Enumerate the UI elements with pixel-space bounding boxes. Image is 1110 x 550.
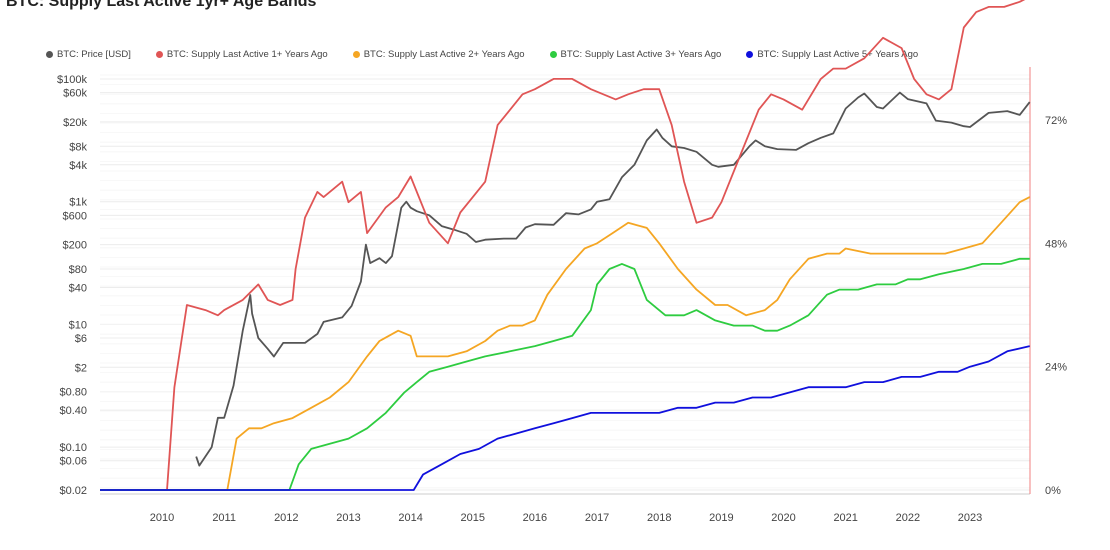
x-tick-label: 2012 <box>274 512 298 524</box>
y-left-tick-label: $80 <box>69 264 87 276</box>
series-line-btc-supply-last-active-1-years-ago <box>100 0 1026 491</box>
y-left-tick-label: $6 <box>75 333 87 345</box>
legend-marker-icon <box>746 51 754 58</box>
x-tick-label: 2011 <box>212 512 236 524</box>
legend-label: BTC: Supply Last Active 3+ Years Ago <box>560 49 722 60</box>
y-right-tick-label: 48% <box>1045 238 1067 250</box>
legend-label: BTC: Supply Last Active 1+ Years Ago <box>166 49 328 60</box>
y-right-tick-label: 0% <box>1045 485 1061 497</box>
chart-title: BTC: Supply Last Active 1yr+ Age Bands <box>6 0 317 10</box>
series-line-btc-supply-last-active-5-years-ago <box>100 345 1030 491</box>
x-tick-label: 2014 <box>398 512 422 524</box>
x-tick-label: 2022 <box>896 512 920 524</box>
x-tick-label: 2018 <box>647 512 671 524</box>
x-tick-label: 2016 <box>523 512 547 524</box>
series-line-btc-supply-last-active-2-years-ago <box>100 196 1031 491</box>
y-left-tick-label: $1k <box>69 197 87 209</box>
y-left-tick-label: $100k <box>57 74 87 86</box>
y-left-tick-label: $0.06 <box>59 456 87 468</box>
y-left-tick-label: $600 <box>63 210 87 222</box>
chart-legend: BTC: Price [USD] BTC: Supply Last Active … <box>46 49 943 60</box>
legend-item[interactable]: BTC: Price [USD] <box>46 49 131 60</box>
y-left-tick-label: $20k <box>63 117 87 129</box>
legend-marker-icon <box>46 51 53 58</box>
x-tick-label: 2021 <box>833 512 857 524</box>
y-left-tick-label: $8k <box>69 141 87 153</box>
x-tick-label: 2023 <box>958 512 982 524</box>
legend-marker-icon <box>352 51 360 58</box>
y-left-tick-label: $0.02 <box>59 485 87 497</box>
y-left-tick-label: $0.80 <box>59 387 87 399</box>
y-left-tick-label: $200 <box>63 240 87 252</box>
y-left-tick-label: $10 <box>69 319 87 331</box>
legend-item[interactable]: BTC: Supply Last Active 3+ Years Ago <box>549 49 722 60</box>
x-tick-label: 2017 <box>585 512 609 524</box>
y-left-tick-label: $0.40 <box>59 405 87 417</box>
x-tick-label: 2010 <box>150 512 174 524</box>
legend-label: BTC: Supply Last Active 5+ Years Ago <box>757 49 919 60</box>
legend-label: BTC: Price [USD] <box>57 49 131 60</box>
legend-item[interactable]: BTC: Supply Last Active 5+ Years Ago <box>746 49 918 60</box>
y-left-tick-label: $60k <box>63 88 87 100</box>
x-tick-label: 2015 <box>461 512 485 524</box>
series-line-btc-supply-last-active-3-years-ago <box>100 257 1030 491</box>
x-tick-label: 2013 <box>336 512 360 524</box>
legend-marker-icon <box>549 51 557 58</box>
y-right-tick-label: 24% <box>1045 362 1067 374</box>
legend-marker-icon <box>155 51 163 58</box>
x-tick-label: 2020 <box>771 512 795 524</box>
y-left-tick-label: $2 <box>75 362 87 374</box>
y-left-tick-label: $0.10 <box>59 442 87 454</box>
legend-item[interactable]: BTC: Supply Last Active 1+ Years Ago <box>155 49 328 60</box>
y-left-tick-label: $40 <box>69 282 87 294</box>
legend-label: BTC: Supply Last Active 2+ Years Ago <box>363 49 525 60</box>
series-line-btc-price-usd <box>195 91 1031 467</box>
y-left-tick-label: $4k <box>69 160 87 172</box>
legend-item[interactable]: BTC: Supply Last Active 2+ Years Ago <box>352 49 525 60</box>
y-right-tick-label: 72% <box>1045 115 1067 127</box>
x-tick-label: 2019 <box>709 512 733 524</box>
